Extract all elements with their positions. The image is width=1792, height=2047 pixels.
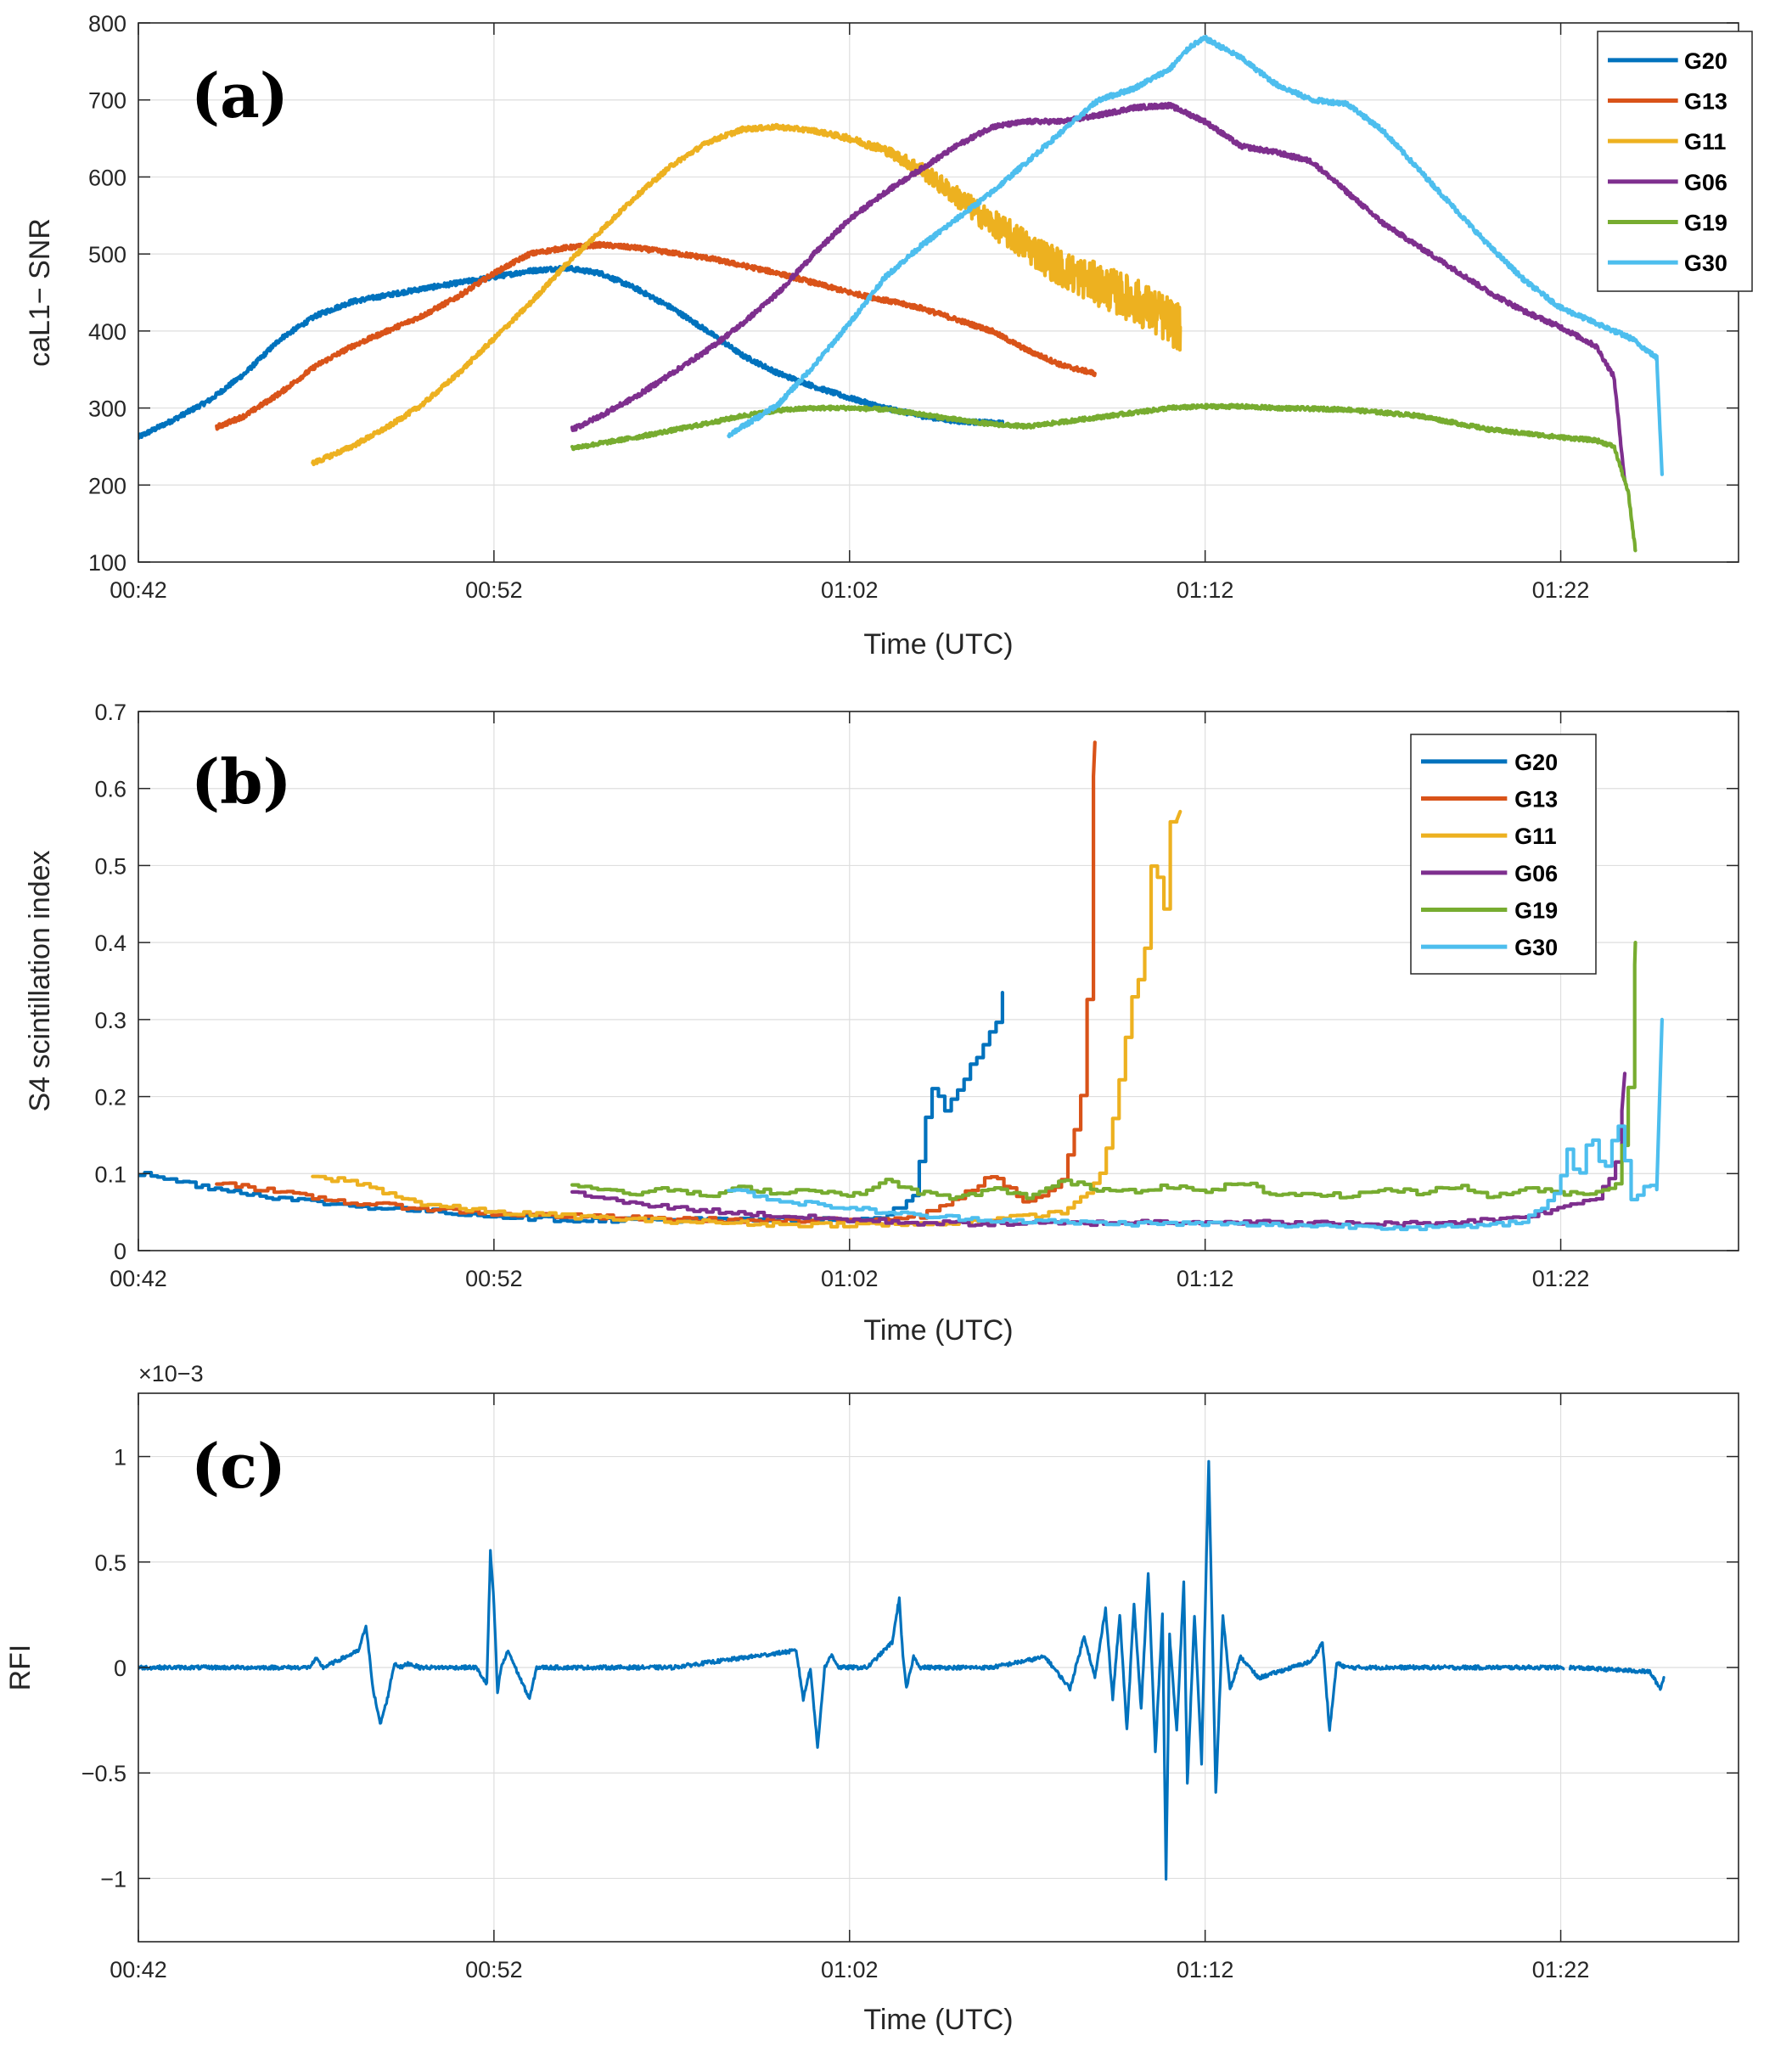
- y-tick-label: −0.5: [81, 1761, 126, 1786]
- y-tick-label: 400: [88, 319, 126, 345]
- x-axis-label: Time (UTC): [863, 628, 1013, 661]
- legend-label-g11: G11: [1684, 129, 1727, 155]
- series-line-g11: [311, 809, 1182, 1229]
- legend-label-g30: G30: [1514, 935, 1558, 960]
- x-tick-label: 01:12: [1177, 1957, 1234, 1982]
- x-tick-label: 00:42: [110, 577, 167, 603]
- series-line-g19: [570, 402, 1638, 553]
- legend: G20 G13 G11 G06 G19 G30: [1410, 734, 1597, 975]
- legend-label-g30: G30: [1684, 250, 1727, 276]
- panel-b: 00:42 00:52 01:02 01:12 01:22 0 0.1 0.2 0.3 0.4 0.…: [24, 700, 1739, 1347]
- y-tick-label: 200: [88, 473, 126, 498]
- y-tick-label: 0.3: [94, 1008, 126, 1033]
- x-tick-label: 01:02: [821, 1957, 879, 1982]
- x-axis-label: Time (UTC): [863, 1314, 1013, 1347]
- x-tick-label: 01:22: [1532, 1266, 1590, 1291]
- y-tick-label: −1: [100, 1866, 126, 1892]
- y-tick-label: 0.6: [94, 777, 126, 802]
- x-axis-label: Time (UTC): [863, 2004, 1013, 2036]
- legend-label-g06: G06: [1514, 861, 1558, 886]
- x-tick-label: 00:52: [465, 1957, 523, 1982]
- axes-frame: [138, 22, 1739, 563]
- legend: G20 G13 G11 G06 G19 G30: [1597, 31, 1753, 292]
- panel-c: 00:42 00:52 01:02 01:12 01:22 −1 −0.5 0 0.5 1 ×10−…: [4, 1361, 1739, 2036]
- axes-frame: [138, 711, 1739, 1251]
- x-tick-label: 01:22: [1532, 1957, 1590, 1982]
- x-tick-label: 00:52: [465, 577, 523, 603]
- series-line-rfi: [138, 1459, 1666, 1881]
- y-tick-label: 0.4: [94, 931, 126, 956]
- series-group: [138, 34, 1664, 553]
- x-tick-label: 00:42: [110, 1266, 167, 1291]
- series-line-g19: [570, 941, 1638, 1201]
- legend-label-g19: G19: [1684, 211, 1727, 236]
- series-line-g20: [138, 264, 1004, 440]
- y-tick-label: 0.5: [94, 1550, 126, 1576]
- y-exponent-label: ×10−3: [138, 1361, 204, 1386]
- y-tick-label: 0: [114, 1656, 126, 1681]
- legend-label-g11: G11: [1514, 824, 1557, 849]
- y-tick-label: 100: [88, 550, 126, 576]
- x-tick-label: 00:42: [110, 1957, 167, 1982]
- panel-label: (b): [191, 745, 291, 818]
- panel-label: (a): [191, 59, 289, 132]
- y-tick-label: 500: [88, 242, 126, 267]
- legend-label-g06: G06: [1684, 170, 1727, 195]
- x-tick-label: 01:22: [1532, 577, 1590, 603]
- plot-area: [138, 23, 1739, 562]
- y-tick-label: 600: [88, 165, 126, 190]
- y-tick-label: 800: [88, 11, 126, 37]
- series-line-g30: [727, 34, 1664, 476]
- y-tick-label: 0.5: [94, 853, 126, 879]
- y-tick-label: 0.2: [94, 1085, 126, 1111]
- legend-box: [1597, 31, 1753, 292]
- panel-label: (c): [191, 1430, 286, 1502]
- series-group: [138, 1459, 1666, 1881]
- y-tick-label: 300: [88, 396, 126, 422]
- x-tick-label: 01:12: [1177, 1266, 1234, 1291]
- legend-label-g13: G13: [1684, 89, 1727, 115]
- y-tick-label: 1: [114, 1445, 126, 1471]
- y-axis-label: caL1− SNR: [24, 218, 56, 367]
- y-tick-label: 700: [88, 88, 126, 114]
- x-tick-label: 01:02: [821, 577, 879, 603]
- series-group: [138, 740, 1664, 1232]
- x-tick-label: 01:12: [1177, 577, 1234, 603]
- series-line-g13: [215, 240, 1097, 431]
- y-axis-label: S4 scintillation index: [24, 850, 56, 1111]
- panel-a: 00:42 00:52 01:02 01:12 01:22 100 200 300 400 500…: [24, 11, 1753, 661]
- y-axis-label: RFI: [4, 1645, 37, 1691]
- legend-label-g19: G19: [1514, 898, 1558, 924]
- legend-label-g13: G13: [1514, 787, 1558, 813]
- series-line-g30: [727, 1017, 1664, 1232]
- series-line-g06: [570, 101, 1627, 483]
- series-line-g11: [311, 122, 1182, 467]
- legend-label-g20: G20: [1684, 48, 1727, 74]
- legend-label-g20: G20: [1514, 750, 1558, 775]
- x-tick-label: 00:52: [465, 1266, 523, 1291]
- legend-box: [1410, 734, 1597, 975]
- y-tick-label: 0.7: [94, 700, 126, 725]
- y-tick-label: 0: [114, 1239, 126, 1264]
- x-tick-label: 01:02: [821, 1266, 879, 1291]
- y-tick-label: 0.1: [94, 1161, 126, 1187]
